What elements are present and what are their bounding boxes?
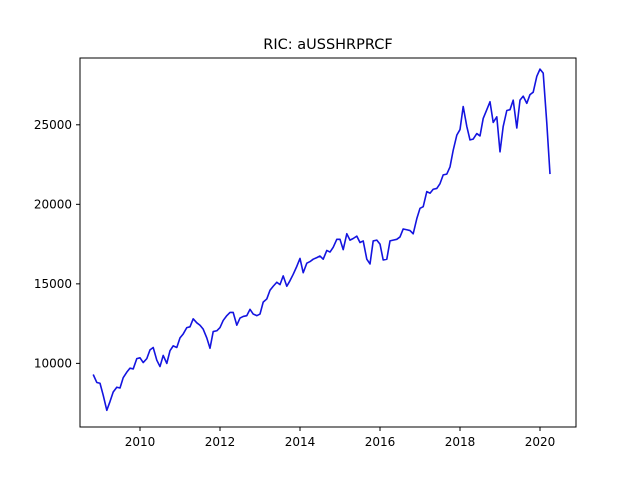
x-tick-label: 2010 xyxy=(125,435,156,449)
x-axis: 2010 2012 2014 2016 2018 2020 xyxy=(125,427,556,449)
x-tick-label: 2012 xyxy=(205,435,236,449)
y-tick-label: 15000 xyxy=(34,277,72,291)
y-tick-label: 20000 xyxy=(34,197,72,211)
x-tick-label: 2016 xyxy=(365,435,396,449)
x-tick-label: 2020 xyxy=(525,435,556,449)
y-tick-label: 25000 xyxy=(34,118,72,132)
y-tick-label: 10000 xyxy=(34,356,72,370)
series-layer xyxy=(92,68,551,412)
plot-frame xyxy=(79,57,577,428)
series-line xyxy=(92,68,551,412)
y-axis: 10000 15000 20000 25000 xyxy=(34,118,80,370)
chart-title: RIC: aUSSHRPRCF xyxy=(263,37,392,53)
x-tick-label: 2018 xyxy=(445,435,476,449)
x-tick-label: 2014 xyxy=(285,435,316,449)
